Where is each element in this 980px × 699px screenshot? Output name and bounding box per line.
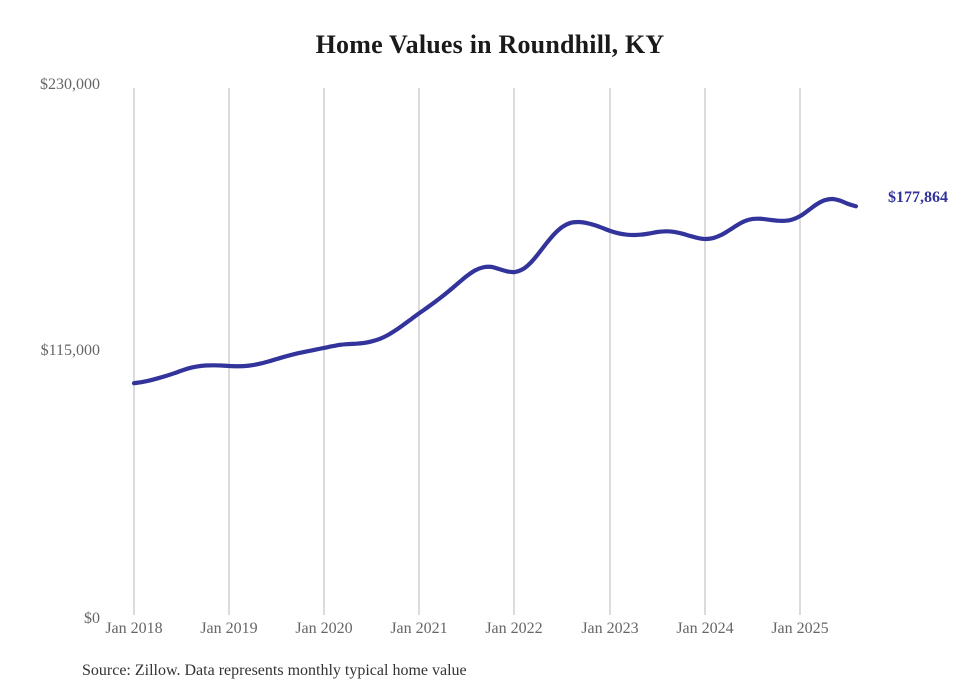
end-value-label: $177,864 — [888, 189, 948, 206]
x-axis-tick-jan-2022: Jan 2022 — [485, 620, 543, 637]
y-axis-tick-mid: $115,000 — [40, 342, 100, 359]
home-value-line — [131, 196, 859, 386]
x-axis-tick-jan-2025: Jan 2025 — [771, 620, 829, 637]
x-axis-tick-jan-2024: Jan 2024 — [676, 620, 734, 637]
source-note: Source: Zillow. Data represents monthly … — [82, 662, 467, 679]
y-axis-tick-top: $230,000 — [40, 76, 100, 93]
x-axis-tick-jan-2019: Jan 2019 — [200, 620, 258, 637]
x-axis-tick-jan-2023: Jan 2023 — [581, 620, 639, 637]
x-axis-tick-jan-2020: Jan 2020 — [295, 620, 353, 637]
y-axis-tick-bottom: $0 — [84, 610, 100, 627]
chart-title: Home Values in Roundhill, KY — [315, 30, 665, 59]
gridlines — [133, 88, 801, 615]
x-axis-tick-jan-2018: Jan 2018 — [105, 620, 163, 637]
x-axis-tick-jan-2021: Jan 2021 — [390, 620, 448, 637]
